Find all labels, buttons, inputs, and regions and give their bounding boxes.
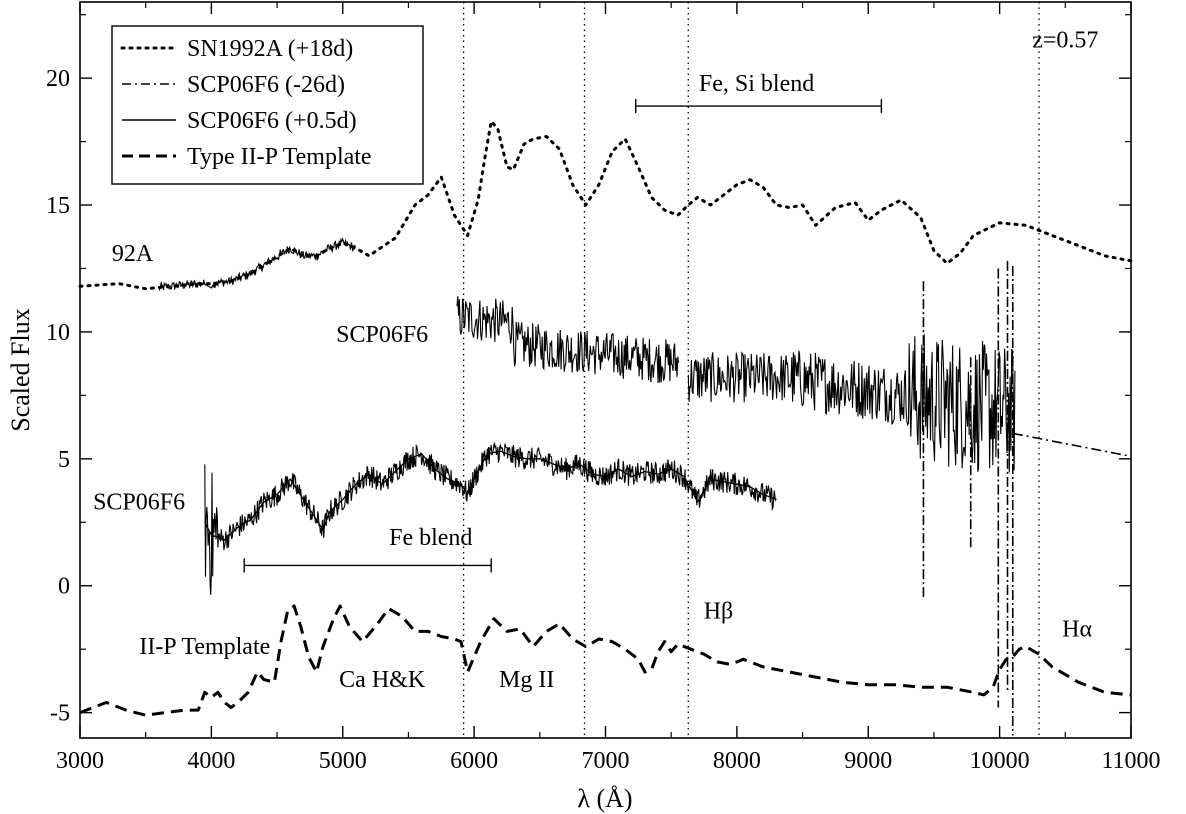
- noisy-spectrum: [687, 351, 790, 403]
- annotation: Hβ: [704, 599, 734, 625]
- annotation: Mg II: [499, 667, 554, 693]
- x-tick-label: 9000: [844, 748, 892, 774]
- y-tick-label: 0: [58, 574, 70, 600]
- x-tick-label: 10000: [970, 748, 1030, 774]
- y-axis-label: Scaled Flux: [6, 308, 35, 432]
- legend-entry-label: Type II-P Template: [187, 144, 372, 170]
- legend-entry-label: SCP06F6 (+0.5d): [187, 108, 357, 134]
- blend-brackets: [243, 99, 883, 573]
- legend-entry-label: SCP06F6 (-26d): [187, 72, 345, 98]
- series-line: [204, 450, 777, 541]
- series-line: [79, 604, 1132, 717]
- legend-box: [111, 25, 424, 185]
- noisy-spectrum: [158, 237, 356, 292]
- series-line: [1012, 432, 1132, 458]
- y-tick-label: 15: [46, 193, 70, 219]
- legend-entry-label: SN1992A (+18d): [187, 36, 353, 62]
- annotation: SCP06F6: [336, 322, 428, 348]
- x-axis-label: λ (Å): [577, 784, 632, 813]
- x-tick-label: 8000: [713, 748, 761, 774]
- x-tick-label: 11000: [1101, 748, 1160, 774]
- x-tick-label: 4000: [187, 748, 235, 774]
- annotation: 92A: [112, 241, 154, 267]
- annotation: SCP06F6: [93, 490, 185, 516]
- annotation: z=0.57: [1032, 28, 1098, 54]
- y-tick-label: 10: [46, 320, 70, 346]
- legend: SN1992A (+18d) SCP06F6 (-26d) SCP06F6 (+…: [111, 25, 424, 185]
- y-tick-label: 20: [46, 66, 70, 92]
- annotation: Hα: [1062, 616, 1092, 642]
- annotation: Fe blend: [389, 525, 472, 551]
- noisy-spectrum: [204, 441, 777, 595]
- annotation: Ca H&K: [339, 667, 426, 693]
- noisy-spectrum: [788, 334, 1016, 473]
- y-tick-label: -5: [50, 701, 70, 727]
- x-tick-label: 6000: [450, 748, 498, 774]
- y-tick-label: 5: [58, 447, 70, 473]
- annotation: Fe, Si blend: [699, 71, 814, 97]
- x-axis: 3000 4000 5000 6000 7000 8000 9000 10000 11000: [56, 2, 1161, 774]
- x-tick-label: 3000: [56, 748, 104, 774]
- x-tick-label: 7000: [582, 748, 630, 774]
- y-axis: -5 0 5 10 15 20: [46, 14, 1131, 727]
- spectrum-noise: [158, 237, 1016, 736]
- annotations: z=0.57 Fe, Si blend 92A SCP06F6 SCP06F6 Fe bl…: [93, 28, 1098, 694]
- annotation: II-P Template: [139, 634, 270, 660]
- noisy-spectrum: [456, 296, 680, 383]
- x-tick-label: 5000: [319, 748, 367, 774]
